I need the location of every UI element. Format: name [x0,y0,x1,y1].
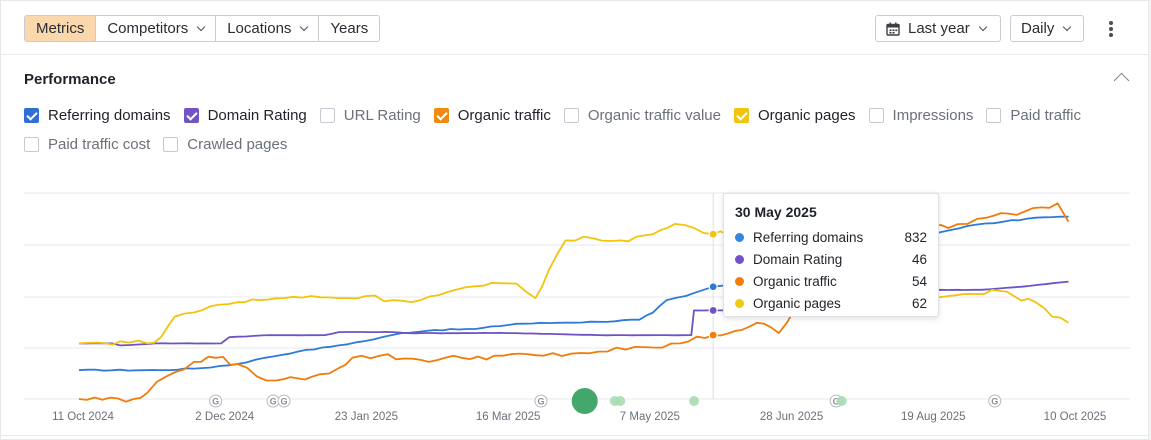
x-tick-label: 11 Oct 2024 [52,411,114,423]
metric-checkboxes-row-2: Paid traffic cost Crawled pages [24,136,300,153]
tooltip-row: Domain Rating 46 [735,248,927,270]
series-dot [735,232,744,242]
checkbox-url-rating[interactable]: URL Rating [319,107,421,124]
granularity-button[interactable]: Daily [1010,15,1084,42]
google-update-label: G [991,397,998,407]
checkbox-label: Organic traffic [457,107,551,124]
series-dot [735,276,744,286]
hover-point [708,330,718,340]
checkbox-impressions[interactable]: Impressions [868,107,974,124]
checkbox-label: Referring domains [48,107,171,124]
series-dot [735,254,744,264]
hover-point [708,305,718,316]
event-marker [836,396,847,406]
google-update-label: G [270,397,277,407]
checkbox-box [163,137,179,152]
checkbox-box [24,137,39,152]
more-options-icon[interactable] [1105,19,1117,39]
checkbox-box [24,108,39,123]
checkbox-label: Paid traffic [1010,107,1081,124]
checkbox-paid-traffic[interactable]: Paid traffic [986,107,1081,124]
google-update-icon [209,394,223,408]
google-update-label: G [212,397,219,407]
event-marker [615,396,626,406]
checkbox-label: Organic traffic value [587,107,721,124]
tab-years[interactable]: Years [319,16,380,41]
google-update-icon [534,394,548,408]
date-range-button[interactable]: Last year [875,15,1001,42]
tooltip-row: Organic traffic 54 [735,270,927,292]
tooltip-row: Referring domains 832 [735,226,927,248]
hover-point [708,229,718,239]
checkbox-label: URL Rating [343,107,421,124]
tooltip-series-name: Domain Rating [753,251,843,267]
calendar-icon [886,22,900,36]
checkbox-label: Domain Rating [207,107,307,124]
google-update-icon [277,394,291,408]
metric-checkboxes-row-1: Referring domains Domain Rating URL Rati… [24,107,1094,124]
checkbox-referring-domains[interactable]: Referring domains [24,107,171,124]
tooltip-series-name: Organic pages [753,295,841,311]
checkbox-box [183,108,199,123]
checkbox-domain-rating[interactable]: Domain Rating [183,107,307,124]
chart-tooltip: 30 May 2025 Referring domains 832 Domain … [723,193,939,317]
checkbox-organic-pages[interactable]: Organic pages [733,107,856,124]
tooltip-series-name: Referring domains [753,229,864,245]
checkbox-box [563,108,579,123]
checkbox-label: Paid traffic cost [48,136,151,153]
tooltip-date: 30 May 2025 [735,204,817,220]
tooltip-series-value: 46 [911,251,927,267]
google-update-label: G [833,397,840,407]
toolbar: Metrics Competitors Locations Years Last… [1,1,1148,55]
tab-label: Years [330,20,369,37]
checkbox-organic-traffic-value[interactable]: Organic traffic value [563,107,721,124]
event-marker [571,388,598,414]
x-tick-label: 28 Jun 2025 [760,411,823,423]
tooltip-series-name: Organic traffic [753,273,837,289]
tooltip-series-value: 54 [911,273,927,289]
series-dot [735,298,744,308]
panel-divider [1,435,1148,436]
event-marker [689,396,700,406]
checkbox-label: Impressions [892,107,974,124]
x-tick-label: 23 Jan 2025 [335,411,398,423]
checkbox-box [433,108,449,123]
hover-point [708,282,718,292]
view-tabs: Metrics Competitors Locations Years [24,15,381,42]
checkbox-crawled-pages[interactable]: Crawled pages [163,136,287,153]
checkbox-box [733,108,749,123]
checkbox-paid-traffic-cost[interactable]: Paid traffic cost [24,136,150,153]
tab-competitors[interactable]: Competitors [96,16,217,41]
x-tick-label: 10 Oct 2025 [1044,411,1107,423]
tab-metrics[interactable]: Metrics [25,16,97,41]
google-update-label: G [537,397,544,407]
x-tick-label: 19 Aug 2025 [901,411,966,423]
checkbox-box [868,108,884,123]
tab-label: Locations [227,20,292,37]
tooltip-series-value: 62 [911,295,927,311]
x-tick-label: 7 May 2025 [620,411,680,423]
x-tick-label: 2 Dec 2024 [195,411,254,423]
tooltip-row: Organic pages 62 [735,292,927,314]
date-range-label: Last year [908,20,970,37]
tooltip-series-value: 832 [904,229,927,245]
tab-label: Competitors [107,20,189,37]
checkbox-box [986,108,1002,123]
google-update-label: G [281,397,288,407]
checkbox-label: Crawled pages [187,136,288,153]
section-title: Performance [24,71,116,88]
x-tick-label: 16 Mar 2025 [476,411,541,423]
google-update-icon [988,394,1002,408]
tab-label: Metrics [36,20,85,37]
granularity-label: Daily [1021,20,1055,37]
tab-locations[interactable]: Locations [216,16,320,41]
checkbox-label: Organic pages [757,107,856,124]
checkbox-box [319,108,335,123]
checkbox-organic-traffic[interactable]: Organic traffic [433,107,551,124]
